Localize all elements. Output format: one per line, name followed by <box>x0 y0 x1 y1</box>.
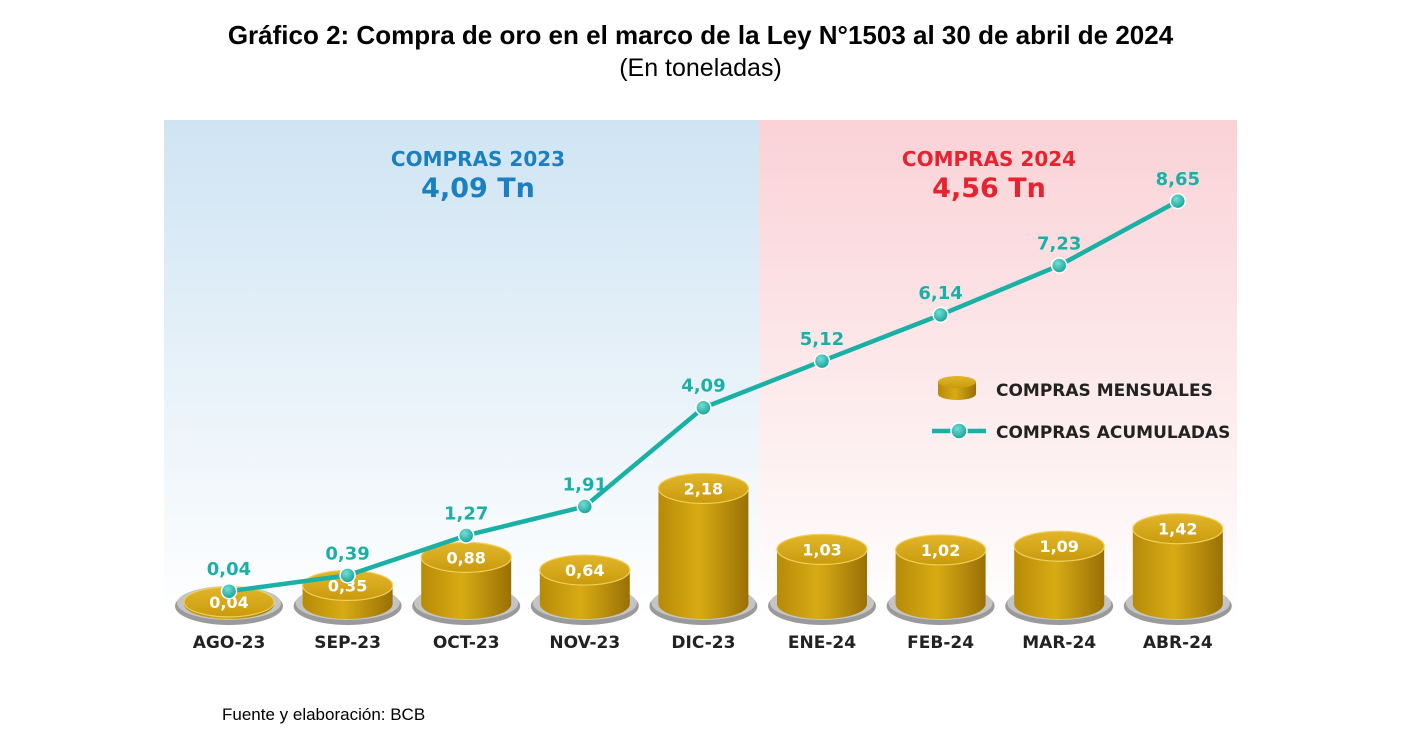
bar-nov-23: 0,64 <box>530 554 639 625</box>
cumulative-value-label: 4,09 <box>681 376 725 397</box>
chart-title: Gráfico 2: Compra de oro en el marco de … <box>227 20 1174 50</box>
legend-swatch-bar-top <box>938 376 976 388</box>
x-tick-abr-24: ABR-24 <box>1143 633 1213 653</box>
panel-label-compras-2023: COMPRAS 2023 <box>391 147 565 171</box>
bar-abr-24: 1,42 <box>1123 513 1232 625</box>
source-note: Fuente y elaboración: BCB <box>222 705 426 724</box>
bar-top <box>539 554 631 586</box>
bar-body <box>1014 546 1105 619</box>
cumulative-point-nov-23 <box>576 498 594 515</box>
bar-top <box>1013 530 1105 562</box>
cumulative-value-label: 1,27 <box>444 503 488 524</box>
legend-item-compras-acumuladas: COMPRAS ACUMULADAS <box>932 422 1230 443</box>
x-tick-dic-23: DIC-23 <box>671 633 735 653</box>
panel-label-compras-2024: COMPRAS 2024 <box>902 147 1076 171</box>
cumulative-value-label: 0,39 <box>325 543 369 564</box>
x-tick-ago-23: AGO-23 <box>193 633 266 653</box>
chart-subtitle: (En toneladas) <box>619 54 782 82</box>
cumulative-value-label: 5,12 <box>800 329 844 350</box>
bar-oct-23: 0,88 <box>412 541 521 625</box>
x-tick-sep-23: SEP-23 <box>314 633 381 653</box>
cumulative-point-ene-24 <box>813 352 831 370</box>
x-tick-oct-23: OCT-23 <box>433 633 500 653</box>
cumulative-point-feb-24 <box>932 306 949 324</box>
bar-ene-24: 1,03 <box>768 533 876 625</box>
bar-body <box>421 557 512 620</box>
cumulative-value-label: 7,23 <box>1037 233 1081 254</box>
cumulative-point-sep-23 <box>339 567 356 584</box>
cumulative-point-oct-23 <box>457 527 475 544</box>
bar-top <box>894 534 987 566</box>
cumulative-point-dic-23 <box>695 399 712 416</box>
legend-item-compras-mensuales: COMPRAS MENSUALES <box>938 376 1213 401</box>
bar-body <box>1132 528 1223 620</box>
cumulative-value-label: 0,04 <box>207 559 251 580</box>
bar-ago-23: 0,04 <box>175 586 283 625</box>
bar-sep-23: 0,35 <box>293 569 402 625</box>
x-tick-nov-23: NOV-23 <box>549 633 620 653</box>
cumulative-value-label: 6,14 <box>918 283 962 304</box>
bar-top <box>657 472 750 505</box>
legend-swatch-dot <box>950 422 968 440</box>
x-tick-feb-24: FEB-24 <box>907 633 974 653</box>
bar-feb-24: 1,02 <box>886 534 995 625</box>
bar-body <box>777 549 867 619</box>
bar-value-label: 0,04 <box>209 593 248 612</box>
cumulative-value-label: 8,65 <box>1156 169 1200 190</box>
bar-body <box>658 488 749 619</box>
bar-body <box>895 549 986 620</box>
bar-dic-23: 2,18 <box>649 472 758 625</box>
legend-label: COMPRAS MENSUALES <box>996 381 1213 401</box>
bar-value-label: 1,42 <box>1158 520 1197 539</box>
bar-value-label: 2,18 <box>684 479 723 498</box>
bar-top <box>776 533 868 566</box>
bar-value-label: 1,02 <box>921 541 960 560</box>
panel-total-compras-2024: 4,56 Tn <box>932 173 1046 204</box>
bar-value-label: 1,09 <box>1039 537 1078 556</box>
bar-value-label: 1,03 <box>802 540 841 559</box>
bar-value-label: 0,88 <box>446 548 485 567</box>
x-tick-ene-24: ENE-24 <box>788 633 856 653</box>
bar-mar-24: 1,09 <box>1005 530 1114 625</box>
bar-value-label: 0,35 <box>328 576 367 595</box>
panel-total-compras-2023: 4,09 Tn <box>421 173 535 204</box>
cumulative-point-mar-24 <box>1050 257 1068 274</box>
cumulative-point-abr-24 <box>1169 192 1187 210</box>
bar-top <box>1132 513 1224 545</box>
cumulative-point-ago-23 <box>220 582 238 600</box>
cumulative-value-label: 1,91 <box>563 474 607 495</box>
bar-value-label: 0,64 <box>565 561 604 580</box>
x-tick-mar-24: MAR-24 <box>1022 633 1096 653</box>
legend-label: COMPRAS ACUMULADAS <box>996 423 1230 443</box>
